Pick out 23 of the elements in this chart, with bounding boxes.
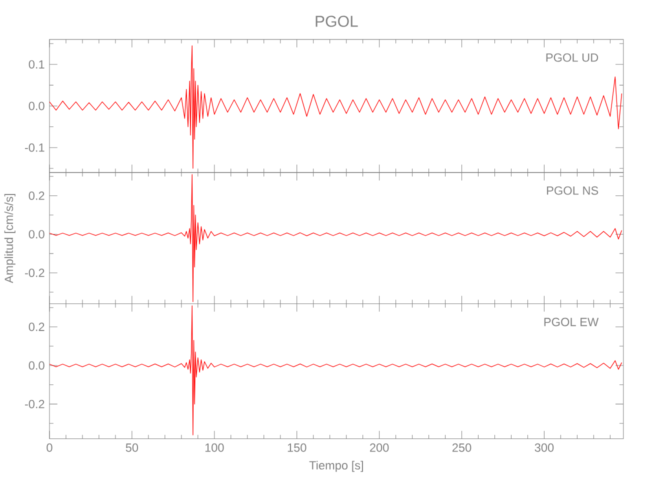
y-tick-label: 0.0 xyxy=(28,102,44,110)
line-series xyxy=(49,305,622,436)
y-tick-label: -0.2 xyxy=(24,400,44,408)
x-axis-title: Tiempo [s] xyxy=(309,460,363,472)
chart-title: PGOL xyxy=(316,16,358,27)
x-tick-label: 0 xyxy=(46,443,52,452)
y-tick-label: -0.2 xyxy=(24,268,44,278)
y-tick-label: 0.0 xyxy=(28,230,44,238)
x-tick-label: 250 xyxy=(452,443,472,452)
y-tick-label: 0.2 xyxy=(28,322,44,332)
y-tick-label: 0.2 xyxy=(28,192,44,200)
annotation: PGOL NS xyxy=(547,186,598,195)
x-tick-label: 50 xyxy=(126,443,138,452)
x-tick-label: 100 xyxy=(205,443,224,452)
annotation: PGOL UD xyxy=(546,53,598,62)
x-tick-label: 150 xyxy=(288,443,306,452)
y-tick-label: 0.0 xyxy=(28,361,44,370)
x-tick-label: 200 xyxy=(370,443,389,452)
y-axis-title: Amplitud [cm/s/s] xyxy=(4,194,16,284)
y-tick-label: -0.1 xyxy=(24,143,44,152)
x-tick-label: 300 xyxy=(534,443,554,452)
y-tick-label: 0.1 xyxy=(28,60,44,69)
annotation: PGOL EW xyxy=(544,318,599,326)
